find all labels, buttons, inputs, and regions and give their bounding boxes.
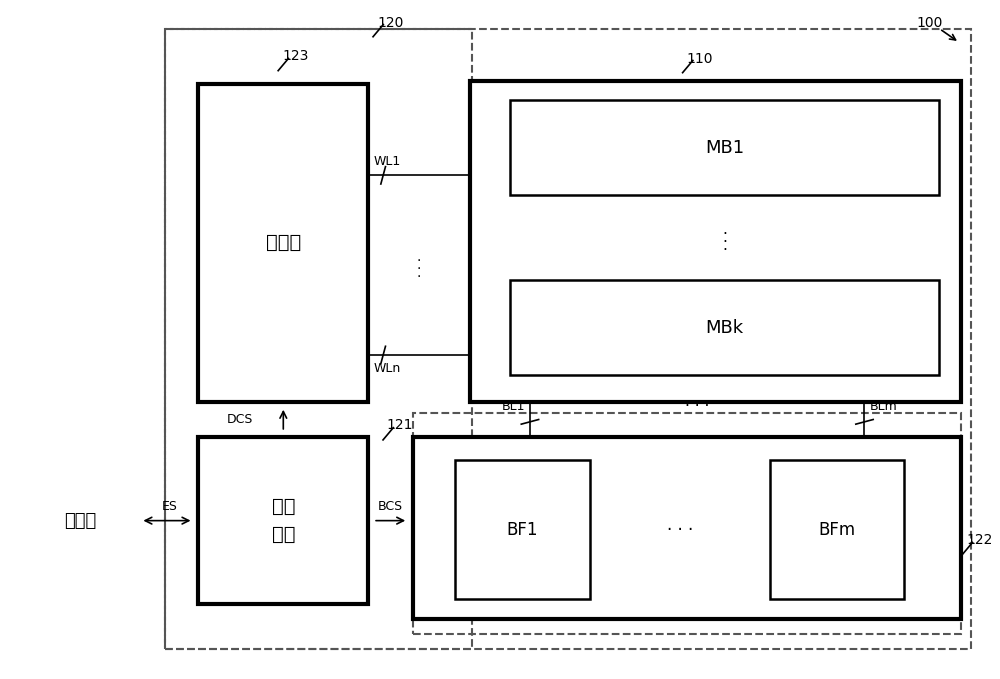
Text: · · ·: · · · xyxy=(667,521,693,538)
Text: .: . xyxy=(722,230,727,245)
Bar xyxy=(165,29,971,649)
Text: 控制器: 控制器 xyxy=(64,512,97,530)
Text: 120: 120 xyxy=(377,16,403,30)
Text: 122: 122 xyxy=(966,532,993,547)
Text: .: . xyxy=(417,250,421,264)
Text: MB1: MB1 xyxy=(705,139,744,157)
Text: .: . xyxy=(722,222,727,237)
Text: WLn: WLn xyxy=(373,363,400,375)
Text: · · ·: · · · xyxy=(685,399,709,414)
Text: 100: 100 xyxy=(916,16,943,30)
Text: DCS: DCS xyxy=(227,413,253,426)
Bar xyxy=(770,460,904,600)
Text: 解码器: 解码器 xyxy=(266,233,301,252)
Text: .: . xyxy=(417,258,421,272)
Bar xyxy=(470,81,961,402)
Text: BCS: BCS xyxy=(378,500,403,513)
Text: 110: 110 xyxy=(686,52,713,66)
Text: MBk: MBk xyxy=(706,318,744,337)
Bar xyxy=(510,100,939,196)
Text: ES: ES xyxy=(162,500,177,513)
Text: 电路: 电路 xyxy=(272,525,295,544)
Text: WL1: WL1 xyxy=(373,155,400,168)
Bar xyxy=(413,413,961,634)
Text: 控制: 控制 xyxy=(272,497,295,516)
Bar xyxy=(510,280,939,375)
Text: .: . xyxy=(722,238,727,253)
Text: 121: 121 xyxy=(387,418,413,432)
Text: 123: 123 xyxy=(282,49,308,62)
Text: BL1: BL1 xyxy=(501,401,525,414)
Text: BFm: BFm xyxy=(818,521,856,538)
Bar xyxy=(455,460,590,600)
Text: .: . xyxy=(417,266,421,280)
Bar xyxy=(198,437,368,604)
Text: BF1: BF1 xyxy=(507,521,538,538)
Text: BLm: BLm xyxy=(869,401,897,414)
Bar xyxy=(165,29,472,649)
Bar xyxy=(198,84,368,402)
Bar xyxy=(413,437,961,619)
